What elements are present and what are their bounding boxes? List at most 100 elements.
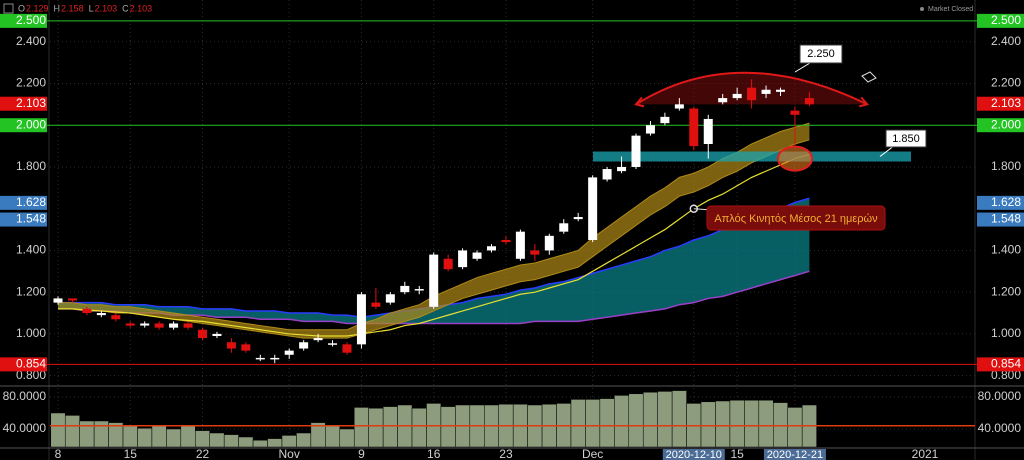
volume-tick-label: 80.0000 (978, 389, 1022, 403)
volume-bar (238, 436, 254, 448)
candle-body (385, 294, 395, 303)
volume-bar (411, 407, 427, 448)
y-tick-label: 2.400 (16, 34, 46, 48)
volume-bar (585, 399, 601, 448)
candle-body (804, 98, 814, 105)
candle-body (501, 240, 511, 243)
candle-body (530, 250, 540, 255)
y-tick-label: 1.400 (991, 243, 1021, 257)
candle-body (776, 89, 785, 92)
volume-bar (657, 391, 673, 448)
y-tick-label: 2.400 (991, 34, 1021, 48)
volume-bar (787, 407, 803, 448)
candle-body (169, 323, 179, 328)
candle-body (342, 344, 352, 353)
volume-bar (209, 432, 225, 448)
candle-body (732, 93, 742, 99)
candle-body (299, 342, 309, 349)
candle-body (617, 166, 627, 172)
arrow-head (858, 96, 870, 108)
volume-bar (166, 428, 182, 448)
candle-body (284, 350, 294, 355)
price-badge (0, 96, 47, 111)
candle-body (487, 246, 496, 251)
volume-bar (223, 434, 239, 448)
volume-bar (296, 432, 312, 448)
volume-bar (671, 390, 687, 448)
candle-body (82, 308, 92, 314)
candle-body (226, 342, 236, 349)
callout-box (799, 44, 843, 64)
price-badge-label: 1.628 (991, 195, 1021, 209)
volume-bar (773, 402, 788, 448)
x-tick-label: 2021 (912, 447, 939, 460)
candle-body (790, 110, 800, 115)
y-tick-label: 1.200 (16, 284, 46, 298)
price-badge (977, 195, 1024, 210)
volume-bar (64, 415, 80, 448)
candle-body (674, 104, 684, 109)
x-tick-label: 22 (196, 447, 210, 460)
volume-bar (122, 424, 138, 448)
volume-bar (151, 425, 167, 448)
callout-label: 2.250 (807, 48, 835, 60)
price-badge (977, 357, 1024, 372)
volume-bar (758, 399, 774, 448)
price-badge-label: 1.548 (991, 212, 1021, 226)
candle-body (472, 252, 482, 259)
moving-average (58, 153, 810, 337)
price-badge-label: 2.500 (16, 13, 46, 27)
candle-body (660, 116, 670, 124)
candle-body (183, 323, 193, 328)
resistance-arc-line (635, 71, 868, 106)
price-badge-label: 1.548 (16, 212, 46, 226)
price-badge-label: 2.103 (991, 96, 1021, 110)
volume-bar (50, 412, 66, 448)
y-tick-label: 1.000 (991, 326, 1021, 340)
price-badge-label: 2.103 (16, 96, 46, 110)
candle-body (761, 89, 771, 94)
volume-bar (195, 430, 210, 448)
cursor-icon (861, 71, 877, 83)
candle-body (703, 118, 713, 144)
ohlc-key: C (122, 3, 129, 13)
candle-body (414, 289, 424, 291)
price-badge (0, 195, 47, 210)
x-tick-label: 16 (427, 447, 441, 460)
candle-body (747, 87, 757, 101)
price-badge (0, 13, 47, 28)
x-label-highlight (662, 449, 725, 460)
x-tick-label: Nov (279, 447, 300, 460)
volume-tick-label: 40.0000 (3, 421, 47, 435)
price-badge (977, 212, 1024, 227)
x-tick-label: 23 (499, 447, 513, 460)
candle-body (400, 285, 410, 293)
x-label-highlight (763, 449, 826, 460)
envelope-lower (58, 139, 810, 339)
candle-body (198, 329, 207, 339)
volume-bar (267, 438, 283, 448)
price-badge (977, 13, 1024, 28)
candle-body (689, 108, 699, 147)
candle-body (140, 323, 150, 326)
price-badge (0, 357, 47, 372)
price-badge (977, 118, 1024, 133)
status-dot (920, 7, 924, 11)
settings-icon[interactable] (3, 3, 14, 14)
cloud-area (58, 198, 810, 324)
ohlc-value: 2.158 (61, 3, 84, 13)
price-badge (977, 96, 1024, 111)
candle-body (631, 135, 641, 167)
volume-bar (180, 424, 196, 448)
candle-body (53, 298, 63, 303)
volume-bar (281, 435, 297, 448)
x-tick-label: Dec (582, 447, 603, 460)
ohlc-key: L (89, 3, 94, 13)
x-tick-label: 2020-12-21 (767, 449, 823, 460)
x-tick-label: 8 (55, 447, 62, 460)
x-tick-label: 2020-12-10 (666, 449, 722, 460)
candle-body (255, 357, 265, 360)
ohlc-value: 2.129 (26, 3, 49, 13)
y-tick-label: 1.800 (16, 159, 46, 173)
